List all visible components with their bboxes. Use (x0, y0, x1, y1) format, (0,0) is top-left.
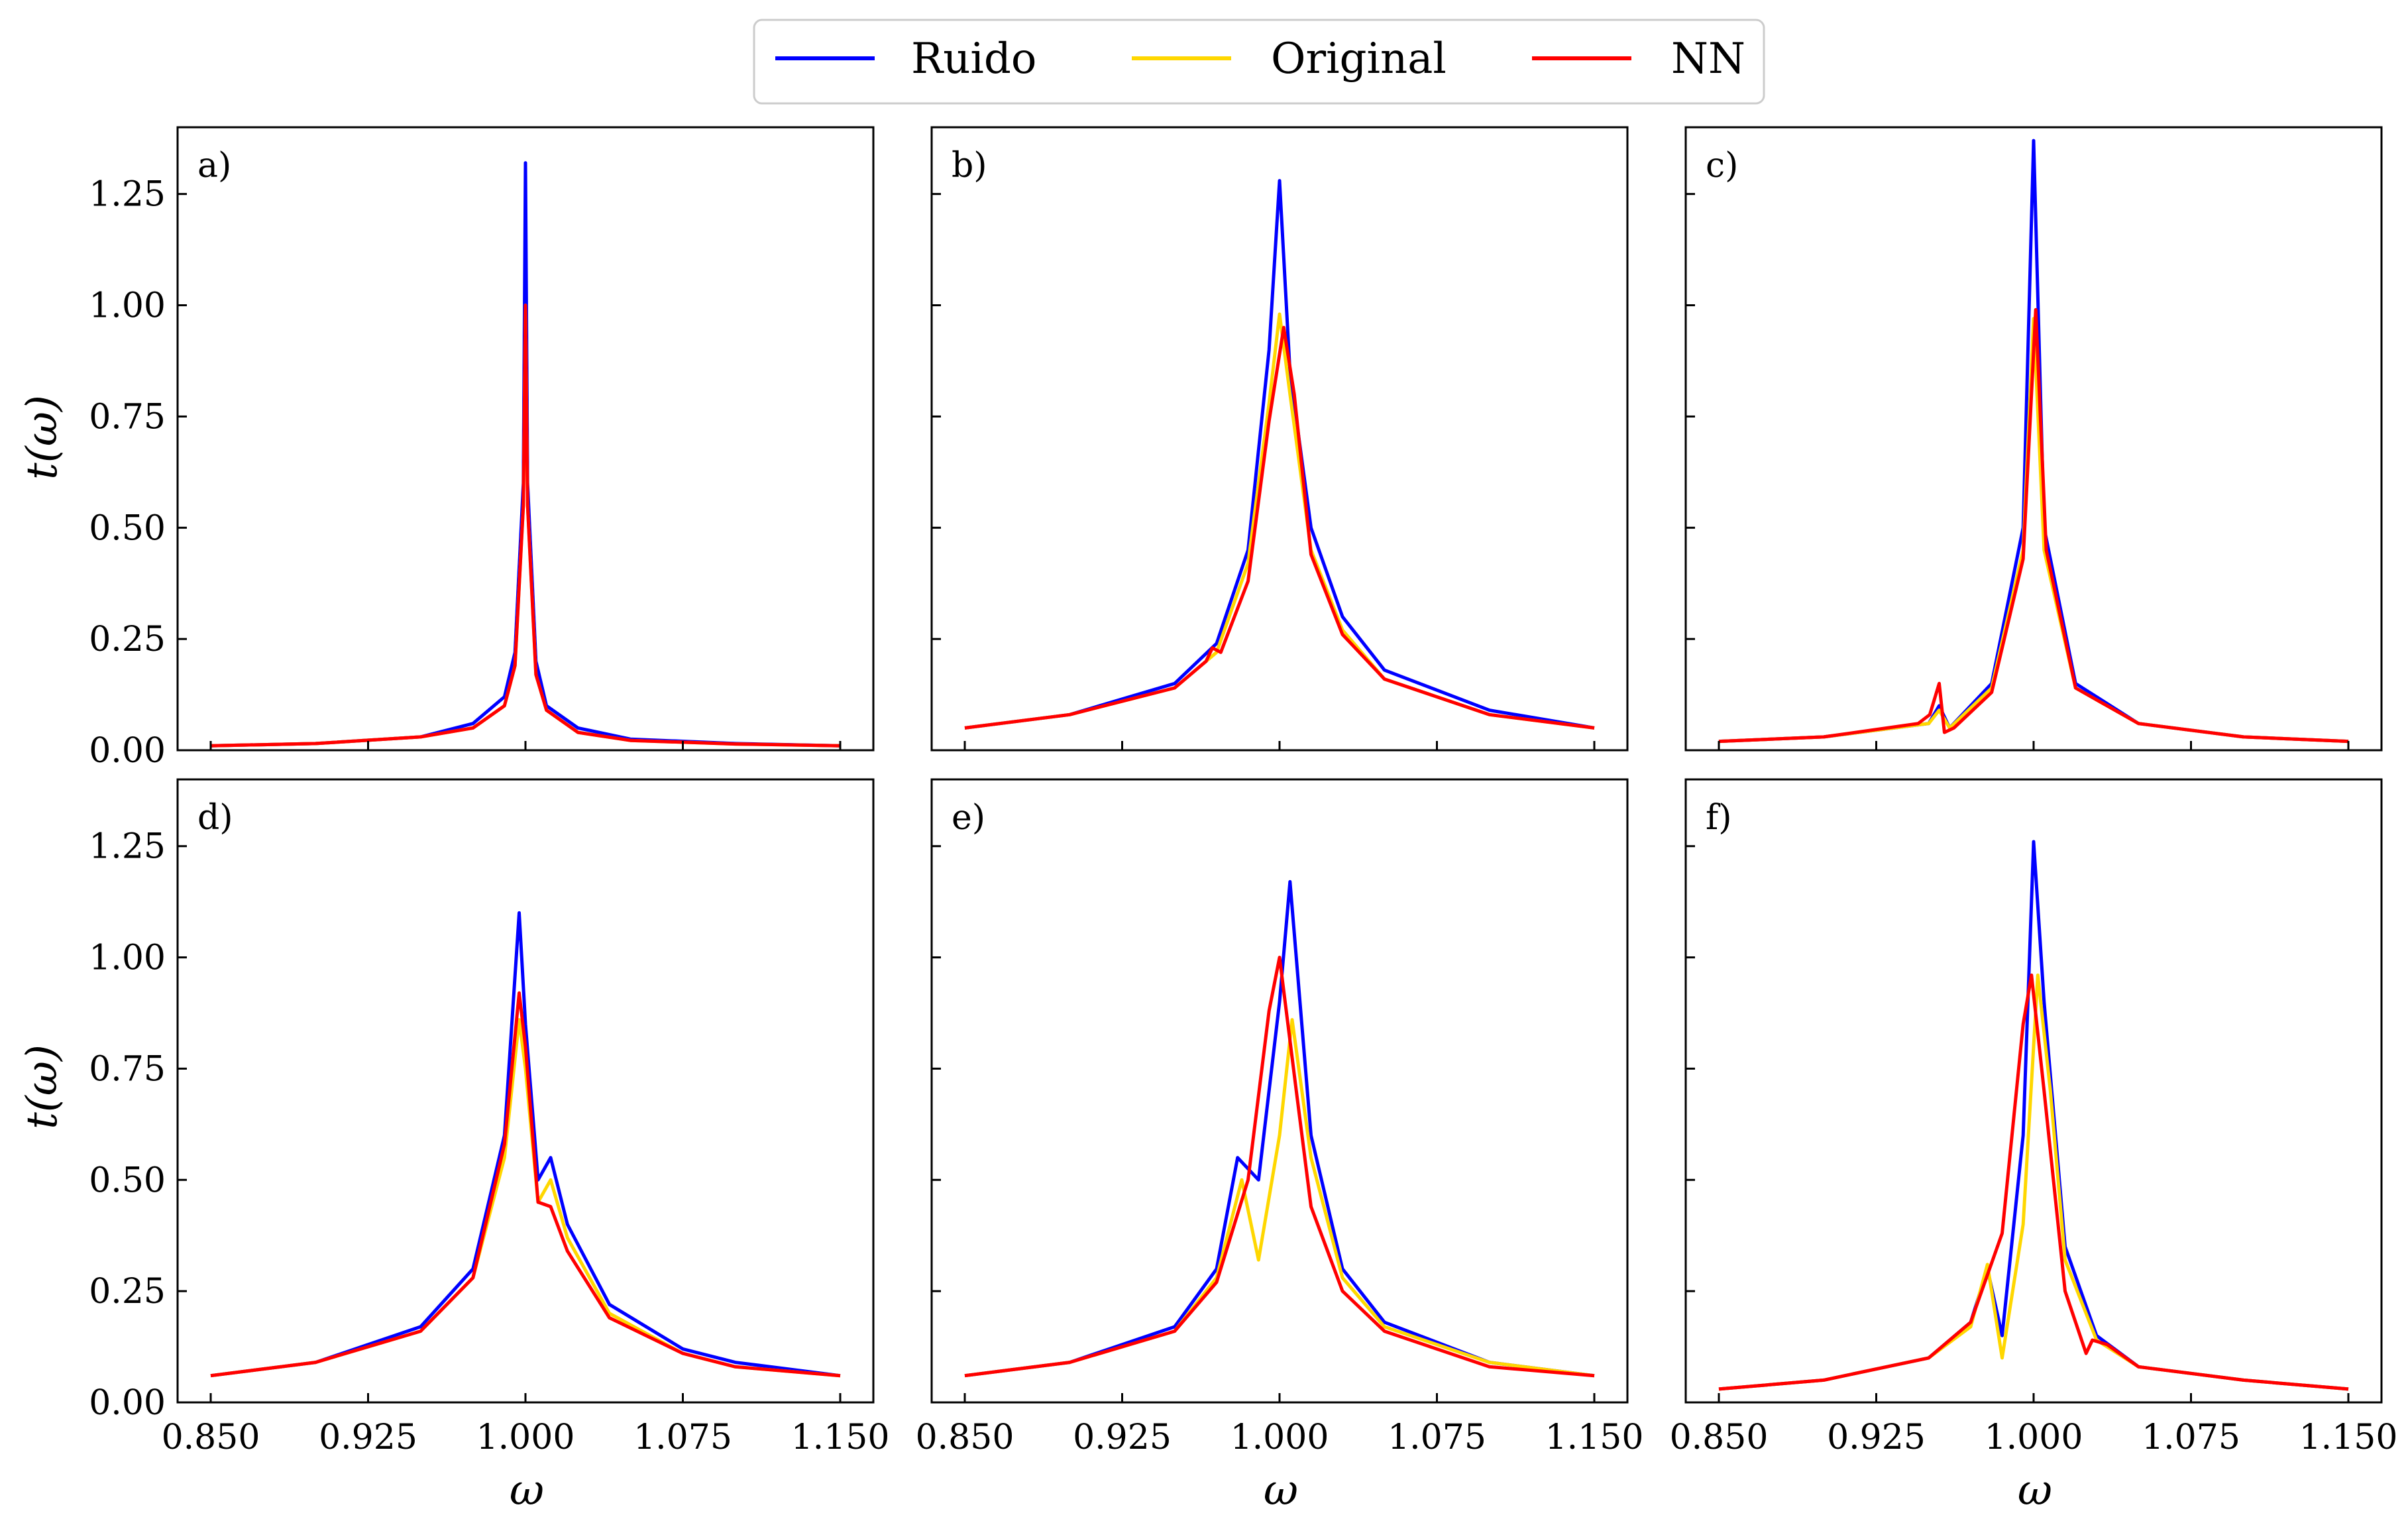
y-tick-label-a: 0.50 (89, 508, 166, 548)
plot-frame-d (176, 778, 875, 1404)
panel-b: b) (930, 126, 1629, 752)
panel-f: f) 0.850 0.925 1.000 1.075 1.150 (1670, 778, 2398, 1457)
panel-e-series (964, 879, 1595, 1378)
series-line-original-b (964, 312, 1595, 730)
y-tick-label-d: 0.00 (89, 1383, 166, 1423)
y-tick-label-d: 0.25 (89, 1272, 166, 1312)
x-tick-label-d: 0.850 (162, 1418, 260, 1457)
panels: a) 0.00 0.25 0.50 0.75 1.00 1.25 b) c) d) 0.850 0.9… (89, 126, 2398, 1457)
series-line-nn-c (1718, 308, 2349, 744)
x-tick-label-e: 1.150 (1545, 1418, 1644, 1457)
series-line-original-f (1718, 973, 2349, 1391)
panel-c: c) (1684, 126, 2383, 752)
x-tick-label-d: 1.000 (476, 1418, 575, 1457)
panel-f-series (1718, 840, 2349, 1391)
x-axis-label-middle: ω (1264, 1466, 1298, 1515)
panel-label-e: e) (952, 798, 985, 838)
panel-a: a) 0.00 0.25 0.50 0.75 1.00 1.25 (89, 126, 875, 771)
y-tick-label-d: 0.75 (89, 1049, 166, 1089)
x-tick-label-e: 1.000 (1231, 1418, 1329, 1457)
panel-b-series (964, 179, 1595, 730)
series-line-nn-e (964, 956, 1595, 1378)
series-line-nn-d (210, 991, 841, 1378)
x-tick-label-f: 0.925 (1827, 1418, 1926, 1457)
x-tick-label-f: 1.150 (2299, 1418, 2398, 1457)
x-tick-label-d: 0.925 (319, 1418, 417, 1457)
x-axis-label-right: ω (2018, 1466, 2052, 1515)
series-line-ruido-b (964, 179, 1595, 730)
panel-c-series (1718, 139, 2349, 744)
x-tick-label-e: 0.850 (916, 1418, 1014, 1457)
plot-frame-c (1684, 126, 2383, 752)
x-tick-label-f: 1.075 (2142, 1418, 2240, 1457)
panel-label-d: d) (197, 798, 233, 838)
y-tick-label-a: 0.75 (89, 397, 166, 437)
panel-label-b: b) (952, 146, 987, 186)
panel-label-f: f) (1706, 798, 1732, 838)
y-tick-label-a: 0.25 (89, 620, 166, 659)
x-tick-label-d: 1.150 (791, 1418, 890, 1457)
x-tick-label-f: 1.000 (1985, 1418, 2083, 1457)
x-tick-label-d: 1.075 (633, 1418, 732, 1457)
legend: Ruido Original NN (753, 19, 1765, 105)
y-tick-label-a: 0.00 (89, 731, 166, 771)
series-line-ruido-f (1718, 840, 2349, 1391)
legend-label-original: Original (1271, 34, 1447, 84)
legend-label-ruido: Ruido (911, 34, 1036, 84)
series-line-ruido-e (964, 879, 1595, 1378)
series-line-original-d (210, 1018, 841, 1378)
y-tick-label-d: 1.25 (89, 827, 166, 867)
x-tick-label-e: 0.925 (1073, 1418, 1172, 1457)
series-line-nn-f (1718, 973, 2349, 1391)
x-tick-label-f: 0.850 (1670, 1418, 1769, 1457)
legend-frame (753, 19, 1765, 105)
y-tick-label-d: 1.00 (89, 938, 166, 978)
series-line-ruido-d (210, 911, 841, 1378)
y-tick-label-a: 1.00 (89, 286, 166, 326)
x-axis-label-left: ω (510, 1466, 544, 1515)
x-tick-label-e: 1.075 (1388, 1418, 1486, 1457)
plot-frame-b (930, 126, 1629, 752)
panel-label-a: a) (197, 146, 231, 186)
y-axis-label-top: t(ω) (18, 395, 67, 480)
series-line-original-e (964, 1018, 1595, 1378)
y-tick-label-a: 1.25 (89, 175, 166, 215)
legend-label-nn: NN (1671, 34, 1745, 84)
series-line-ruido-c (1718, 139, 2349, 744)
panel-e: e) 0.850 0.925 1.000 1.075 1.150 (916, 778, 1644, 1457)
y-tick-label-d: 0.50 (89, 1160, 166, 1200)
series-line-nn-a (210, 304, 841, 748)
panel-label-c: c) (1706, 146, 1738, 186)
plot-frame-e (930, 778, 1629, 1404)
panel-d: d) 0.850 0.925 1.000 1.075 1.150 0.00 0.25 0.50 0… (89, 778, 890, 1457)
panel-d-series (210, 911, 841, 1378)
y-axis-label-bottom: t(ω) (18, 1044, 67, 1129)
series-line-nn-b (964, 325, 1595, 730)
panel-a-series (210, 161, 841, 748)
